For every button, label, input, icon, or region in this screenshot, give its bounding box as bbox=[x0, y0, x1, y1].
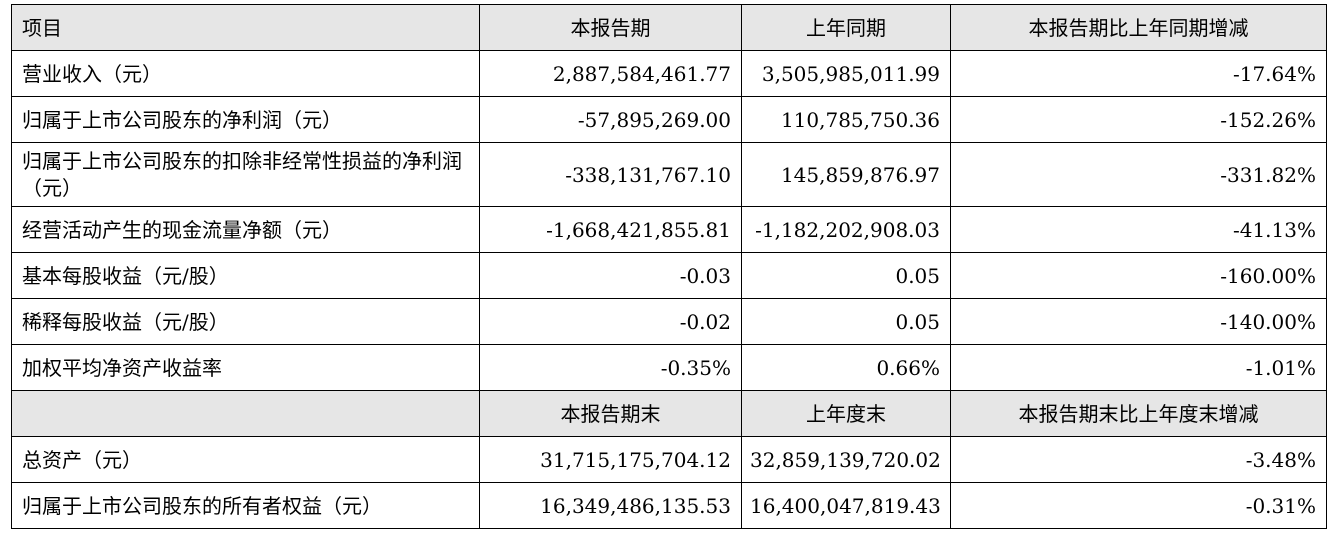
header-prior-year-end: 上年度末 bbox=[741, 390, 951, 437]
table-row: 归属于上市公司股东的扣除非经常性损益的净利润（元） -338,131,767.1… bbox=[11, 142, 1327, 207]
table-row: 经营活动产生的现金流量净额（元） -1,668,421,855.81 -1,18… bbox=[11, 206, 1327, 253]
current-value: -0.02 bbox=[479, 298, 742, 345]
current-value: -57,895,269.00 bbox=[479, 96, 742, 143]
header2-item bbox=[11, 390, 480, 437]
prior-value: 145,859,876.97 bbox=[741, 142, 951, 207]
current-value: -0.35% bbox=[479, 344, 742, 391]
row-label: 稀释每股收益（元/股） bbox=[11, 298, 480, 345]
table-row: 稀释每股收益（元/股） -0.02 0.05 -140.00% bbox=[11, 298, 1327, 345]
header-change: 本报告期比上年同期增减 bbox=[950, 4, 1327, 51]
row-label: 归属于上市公司股东的扣除非经常性损益的净利润（元） bbox=[11, 142, 480, 207]
row-label: 基本每股收益（元/股） bbox=[11, 252, 480, 299]
row-label: 营业收入（元） bbox=[11, 50, 480, 97]
financial-summary-table: 项目 本报告期 上年同期 本报告期比上年同期增减 营业收入（元） 2,887,5… bbox=[11, 4, 1327, 529]
current-value: 16,349,486,135.53 bbox=[479, 482, 742, 529]
change-value: -41.13% bbox=[950, 206, 1327, 253]
current-value: -1,668,421,855.81 bbox=[479, 206, 742, 253]
header-prior-period: 上年同期 bbox=[741, 4, 951, 51]
current-value: -0.03 bbox=[479, 252, 742, 299]
change-value: -3.48% bbox=[950, 436, 1327, 483]
table-row: 归属于上市公司股东的所有者权益（元） 16,349,486,135.53 16,… bbox=[11, 482, 1327, 529]
header-current-period-end: 本报告期末 bbox=[479, 390, 742, 437]
change-value: -160.00% bbox=[950, 252, 1327, 299]
row-label: 加权平均净资产收益率 bbox=[11, 344, 480, 391]
prior-value: 0.66% bbox=[741, 344, 951, 391]
change-value: -331.82% bbox=[950, 142, 1327, 207]
change-value: -152.26% bbox=[950, 96, 1327, 143]
table-row: 总资产（元） 31,715,175,704.12 32,859,139,720.… bbox=[11, 436, 1327, 483]
row-label: 经营活动产生的现金流量净额（元） bbox=[11, 206, 480, 253]
prior-value: -1,182,202,908.03 bbox=[741, 206, 951, 253]
current-value: -338,131,767.10 bbox=[479, 142, 742, 207]
change-value: -0.31% bbox=[950, 482, 1327, 529]
change-value: -1.01% bbox=[950, 344, 1327, 391]
row-label: 归属于上市公司股东的净利润（元） bbox=[11, 96, 480, 143]
table-row: 基本每股收益（元/股） -0.03 0.05 -160.00% bbox=[11, 252, 1327, 299]
prior-value: 0.05 bbox=[741, 298, 951, 345]
header2-change: 本报告期末比上年度末增减 bbox=[950, 390, 1327, 437]
prior-value: 16,400,047,819.43 bbox=[741, 482, 951, 529]
prior-value: 110,785,750.36 bbox=[741, 96, 951, 143]
change-value: -140.00% bbox=[950, 298, 1327, 345]
current-value: 31,715,175,704.12 bbox=[479, 436, 742, 483]
row-label: 归属于上市公司股东的所有者权益（元） bbox=[11, 482, 480, 529]
header-current-period: 本报告期 bbox=[479, 4, 742, 51]
current-value: 2,887,584,461.77 bbox=[479, 50, 742, 97]
header-row: 项目 本报告期 上年同期 本报告期比上年同期增减 bbox=[11, 4, 1327, 51]
table-row: 归属于上市公司股东的净利润（元） -57,895,269.00 110,785,… bbox=[11, 96, 1327, 143]
change-value: -17.64% bbox=[950, 50, 1327, 97]
table-row: 加权平均净资产收益率 -0.35% 0.66% -1.01% bbox=[11, 344, 1327, 391]
row-label: 总资产（元） bbox=[11, 436, 480, 483]
table-row: 营业收入（元） 2,887,584,461.77 3,505,985,011.9… bbox=[11, 50, 1327, 97]
prior-value: 32,859,139,720.02 bbox=[741, 436, 951, 483]
prior-value: 3,505,985,011.99 bbox=[741, 50, 951, 97]
header-item: 项目 bbox=[11, 4, 480, 51]
header-row-period-end: 本报告期末 上年度末 本报告期末比上年度末增减 bbox=[11, 390, 1327, 437]
prior-value: 0.05 bbox=[741, 252, 951, 299]
